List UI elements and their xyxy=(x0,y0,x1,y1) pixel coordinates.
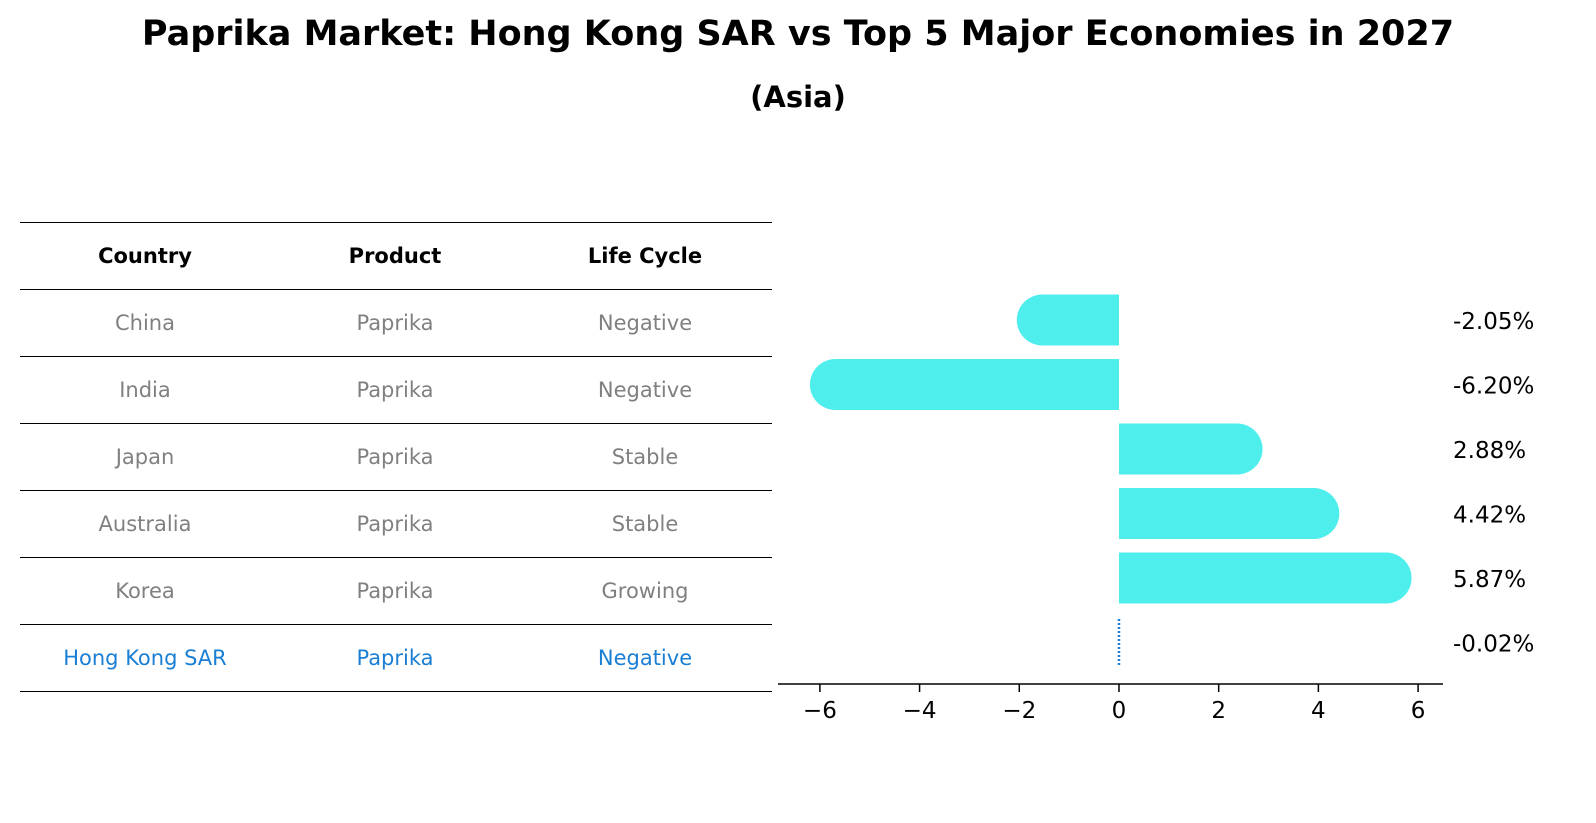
data-label: 4.42% xyxy=(1453,503,1526,529)
table-row-highlight: Hong Kong SAR Paprika Negative xyxy=(20,625,772,692)
table-row: India Paprika Negative xyxy=(20,357,772,424)
table-header-row: Country Product Life Cycle xyxy=(20,222,772,290)
cell-country: Korea xyxy=(115,579,175,603)
cell-product: Paprika xyxy=(356,311,434,335)
cell-life-cycle: Stable xyxy=(611,512,679,536)
x-tick-label: 6 xyxy=(1411,698,1426,724)
header-life-cycle: Life Cycle xyxy=(587,244,703,268)
cell-product: Paprika xyxy=(356,512,434,536)
cell-country: Australia xyxy=(98,512,192,536)
cell-product: Paprika xyxy=(356,378,434,402)
data-table: Country Product Life Cycle China Paprika… xyxy=(20,222,772,692)
cell-country: China xyxy=(115,311,175,335)
cell-country: India xyxy=(119,378,171,402)
x-tick-label: −2 xyxy=(1002,698,1036,724)
chart-subtitle: (Asia) xyxy=(750,80,846,114)
cell-life-cycle: Negative xyxy=(597,311,693,335)
data-label: 2.88% xyxy=(1453,438,1526,464)
bar-india xyxy=(809,359,1119,410)
cell-country: Japan xyxy=(115,445,175,469)
bar-japan xyxy=(1118,423,1263,475)
table-row: Korea Paprika Growing xyxy=(20,558,772,625)
cell-country: Hong Kong SAR xyxy=(63,646,227,670)
bar-australia xyxy=(1118,488,1340,539)
x-tick-label: 2 xyxy=(1211,698,1226,724)
bar-china xyxy=(1016,294,1119,346)
cell-life-cycle: Growing xyxy=(601,579,689,603)
x-tick-label: 0 xyxy=(1112,698,1127,724)
data-label: 5.87% xyxy=(1453,567,1526,593)
cell-life-cycle: Negative xyxy=(597,378,693,402)
table-row: Japan Paprika Stable xyxy=(20,424,772,491)
cell-product: Paprika xyxy=(356,646,434,670)
table-row: China Paprika Negative xyxy=(20,290,772,357)
cell-product: Paprika xyxy=(356,445,434,469)
header-product: Product xyxy=(348,244,442,268)
cell-product: Paprika xyxy=(356,579,434,603)
bar-chart: -2.05% -6.20% 2.88% 4.42% 5.87% -0.02% −6 −4 −2 0… xyxy=(778,294,1534,724)
cell-life-cycle: Negative xyxy=(597,646,693,670)
header-country: Country xyxy=(98,244,192,268)
x-tick-label: −4 xyxy=(903,698,937,724)
x-tick-label: −6 xyxy=(803,698,837,724)
cell-life-cycle: Stable xyxy=(611,445,679,469)
data-label: -6.20% xyxy=(1453,374,1534,400)
data-label: -2.05% xyxy=(1453,309,1534,335)
data-label: -0.02% xyxy=(1453,632,1534,658)
chart-title: Paprika Market: Hong Kong SAR vs Top 5 M… xyxy=(141,14,1455,54)
table-row: Australia Paprika Stable xyxy=(20,491,772,558)
bar-korea xyxy=(1118,552,1412,604)
x-tick-label: 4 xyxy=(1311,698,1326,724)
